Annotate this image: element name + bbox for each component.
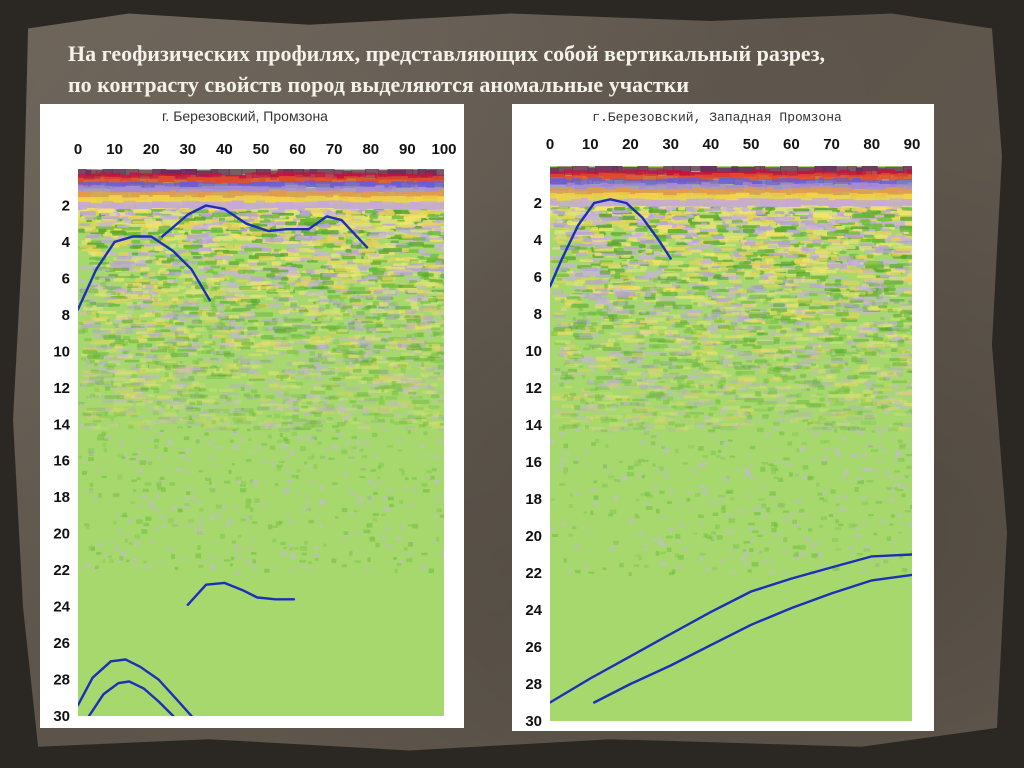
x-tick-label: 30 xyxy=(662,136,679,153)
anomaly-line xyxy=(550,553,912,704)
y-tick-label: 24 xyxy=(525,602,542,619)
x-tick-label: 50 xyxy=(253,141,270,158)
y-tick-label: 22 xyxy=(525,565,542,582)
x-tick-label: 0 xyxy=(546,136,554,153)
y-tick-label: 12 xyxy=(53,380,70,397)
x-tick-label: 60 xyxy=(783,136,800,153)
y-tick-label: 16 xyxy=(525,454,542,471)
anomaly-line xyxy=(161,204,369,249)
y-tick-label: 10 xyxy=(53,343,70,360)
anomaly-line xyxy=(186,581,296,606)
y-tick-label: 20 xyxy=(525,528,542,545)
y-tick-label: 14 xyxy=(525,417,542,434)
section-image xyxy=(550,166,912,721)
y-tick-label: 20 xyxy=(53,526,70,543)
y-tick-label: 14 xyxy=(53,416,70,433)
y-tick-label: 16 xyxy=(53,453,70,470)
y-tick-label: 6 xyxy=(534,269,542,286)
anomaly-line xyxy=(550,198,672,288)
y-tick-label: 28 xyxy=(53,672,70,689)
y-tick-label: 18 xyxy=(53,489,70,506)
anomaly-line xyxy=(593,573,912,704)
x-tick-label: 50 xyxy=(743,136,760,153)
profile-right-chart: г.Березовский, Западная Промзона 0 10 20 30 4… xyxy=(525,110,921,730)
slide-heading: На геофизических профилях, представляющи… xyxy=(68,38,968,100)
x-tick-label: 90 xyxy=(399,141,416,158)
heading-line-1: На геофизических профилях, представляющи… xyxy=(68,41,826,66)
anomaly-line xyxy=(87,680,175,716)
x-tick-label: 100 xyxy=(431,141,456,158)
x-tick-label: 20 xyxy=(622,136,639,153)
x-tick-label: 90 xyxy=(904,136,921,153)
x-tick-label: 70 xyxy=(823,136,840,153)
x-tick-label: 10 xyxy=(106,141,123,158)
y-tick-label: 24 xyxy=(53,599,70,616)
profile-left-panel: г. Березовский, Промзона 0 10 20 30 40 50 60 70 8… xyxy=(40,104,464,728)
profile-right-panel: г.Березовский, Западная Промзона 0 10 20 30 4… xyxy=(512,104,934,731)
x-tick-label: 40 xyxy=(216,141,233,158)
y-tick-label: 12 xyxy=(525,380,542,397)
y-tick-label: 10 xyxy=(525,343,542,360)
y-tick-label: 2 xyxy=(62,197,70,214)
heading-line-2: по контрасту свойств пород выделяются ан… xyxy=(68,72,690,97)
x-tick-label: 30 xyxy=(179,141,196,158)
y-tick-label: 2 xyxy=(534,195,542,212)
y-tick-label: 8 xyxy=(534,306,542,323)
y-tick-label: 6 xyxy=(62,270,70,287)
x-tick-label: 40 xyxy=(703,136,720,153)
y-tick-label: 4 xyxy=(534,232,543,249)
anomaly-line xyxy=(78,235,211,311)
x-tick-label: 80 xyxy=(362,141,379,158)
y-tick-label: 28 xyxy=(525,676,542,693)
x-tick-label: 60 xyxy=(289,141,306,158)
section-image xyxy=(78,169,444,716)
y-tick-label: 30 xyxy=(53,708,70,725)
x-tick-label: 10 xyxy=(582,136,599,153)
chart-title: г. Березовский, Промзона xyxy=(162,108,328,124)
x-tick-label: 20 xyxy=(143,141,160,158)
y-tick-label: 26 xyxy=(525,639,542,656)
x-tick-label: 0 xyxy=(74,141,82,158)
anomaly-line xyxy=(78,658,193,716)
x-tick-label: 70 xyxy=(326,141,343,158)
chart-title: г.Березовский, Западная Промзона xyxy=(592,110,842,125)
y-tick-label: 30 xyxy=(525,713,542,730)
y-tick-label: 26 xyxy=(53,635,70,652)
profile-left-chart: г. Березовский, Промзона 0 10 20 30 40 50 60 70 8… xyxy=(53,108,456,725)
y-tick-label: 22 xyxy=(53,562,70,579)
y-tick-label: 8 xyxy=(62,307,70,324)
x-tick-label: 80 xyxy=(863,136,880,153)
y-tick-label: 4 xyxy=(62,234,71,251)
y-tick-label: 18 xyxy=(525,491,542,508)
